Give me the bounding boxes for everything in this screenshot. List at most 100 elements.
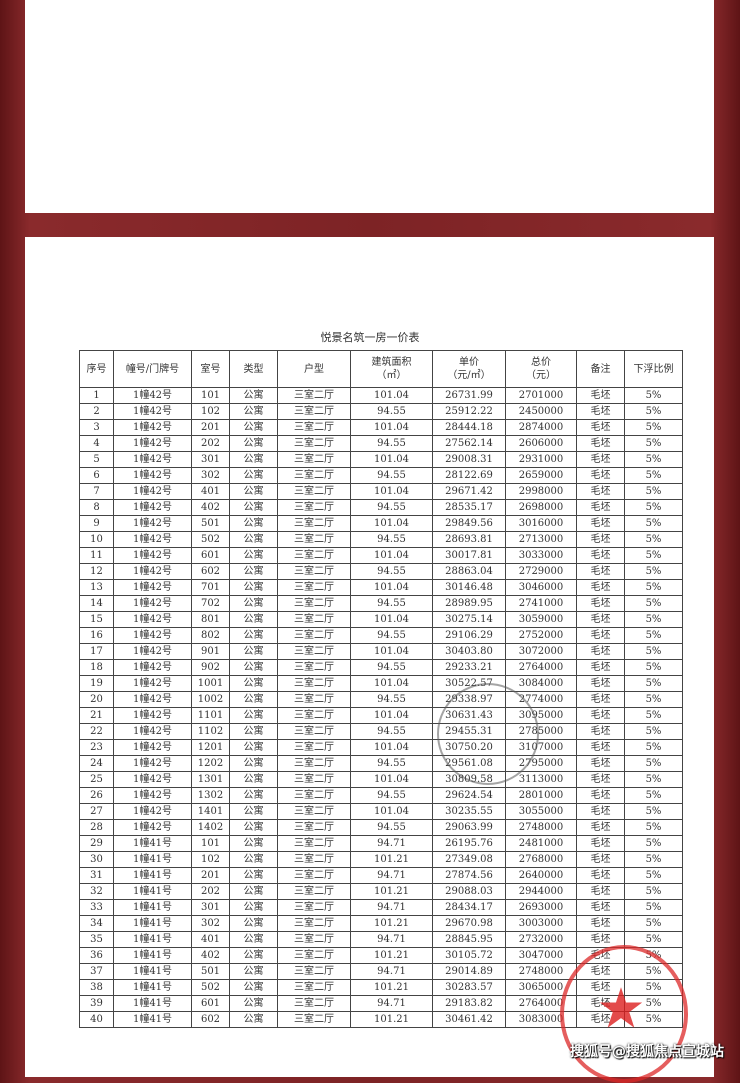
table-row: 25 1幢42号 1301 公寓 三室二厅 101.04 30809.58 3113000 毛坯…: [79, 771, 683, 788]
table-cell: 1幢42号: [113, 691, 192, 708]
table-cell: 3003000: [505, 915, 577, 932]
table-cell: 23: [79, 739, 114, 756]
table-cell: 1301: [191, 771, 230, 788]
table-cell: 毛坯: [576, 867, 625, 884]
table-cell: 35: [79, 931, 114, 948]
table-cell: 30403.80: [432, 643, 506, 660]
column-header: 幢号/门牌号: [113, 350, 192, 388]
table-cell: 30461.42: [432, 1011, 506, 1028]
table-cell: 三室二厅: [277, 627, 351, 644]
table-cell: 三室二厅: [277, 419, 351, 436]
table-cell: 30: [79, 851, 114, 868]
table-cell: 8: [79, 499, 114, 516]
table-cell: 1幢42号: [113, 483, 192, 500]
table-cell: 101.21: [350, 947, 433, 964]
table-cell: 7: [79, 483, 114, 500]
table-cell: 毛坯: [576, 883, 625, 900]
table-cell: 公寓: [229, 499, 278, 516]
table-cell: 29: [79, 835, 114, 852]
table-cell: 2944000: [505, 883, 577, 900]
table-cell: 901: [191, 643, 230, 660]
table-cell: 公寓: [229, 851, 278, 868]
table-cell: 38: [79, 979, 114, 996]
table-cell: 2785000: [505, 723, 577, 740]
table-row: 13 1幢42号 701 公寓 三室二厅 101.04 30146.48 3046000 毛坯 5…: [79, 579, 683, 596]
table-cell: 39: [79, 995, 114, 1012]
table-cell: 毛坯: [576, 643, 625, 660]
table-cell: 1幢41号: [113, 835, 192, 852]
table-cell: 1幢42号: [113, 739, 192, 756]
table-cell: 28444.18: [432, 419, 506, 436]
table-cell: 公寓: [229, 899, 278, 916]
table-cell: 1: [79, 387, 114, 404]
table-cell: 5%: [624, 707, 683, 724]
table-cell: 202: [191, 883, 230, 900]
table-cell: 5%: [624, 915, 683, 932]
table-cell: 402: [191, 499, 230, 516]
table-cell: 101.04: [350, 803, 433, 820]
table-cell: 101.04: [350, 419, 433, 436]
table-cell: 5%: [624, 691, 683, 708]
table-cell: 9: [79, 515, 114, 532]
table-cell: 94.55: [350, 467, 433, 484]
table-cell: 1幢42号: [113, 627, 192, 644]
table-cell: 5%: [624, 931, 683, 948]
table-row: 17 1幢42号 901 公寓 三室二厅 101.04 30403.80 3072000 毛坯 5…: [79, 643, 683, 660]
table-cell: 15: [79, 611, 114, 628]
table-cell: 公寓: [229, 755, 278, 772]
table-row: 19 1幢42号 1001 公寓 三室二厅 101.04 30522.57 3084000 毛坯…: [79, 675, 683, 692]
table-row: 22 1幢42号 1102 公寓 三室二厅 94.55 29455.31 2785000 毛坯 5…: [79, 723, 683, 740]
table-cell: 27874.56: [432, 867, 506, 884]
table-cell: 公寓: [229, 723, 278, 740]
table-cell: 2450000: [505, 403, 577, 420]
table-cell: 毛坯: [576, 611, 625, 628]
table-cell: 16: [79, 627, 114, 644]
price-table: 序号 幢号/门牌号 室号 类型 户型 建筑面积 （㎡） 单价 （元/㎡） 总价 （元） 备注 下浮…: [79, 350, 683, 1028]
table-cell: 2701000: [505, 387, 577, 404]
table-cell: 5%: [624, 547, 683, 564]
column-header: 类型: [229, 350, 278, 388]
table-cell: 毛坯: [576, 691, 625, 708]
table-cell: 三室二厅: [277, 387, 351, 404]
table-cell: 101.21: [350, 1011, 433, 1028]
table-cell: 公寓: [229, 563, 278, 580]
table-cell: 3072000: [505, 643, 577, 660]
table-cell: 毛坯: [576, 707, 625, 724]
table-cell: 2732000: [505, 931, 577, 948]
table-cell: 2748000: [505, 819, 577, 836]
table-cell: 501: [191, 963, 230, 980]
table-cell: 毛坯: [576, 659, 625, 676]
table-cell: 公寓: [229, 995, 278, 1012]
table-cell: 2659000: [505, 467, 577, 484]
table-cell: 101.21: [350, 915, 433, 932]
table-cell: 公寓: [229, 387, 278, 404]
table-cell: 94.55: [350, 723, 433, 740]
table-row: 27 1幢42号 1401 公寓 三室二厅 101.04 30235.55 3055000 毛坯…: [79, 803, 683, 820]
table-cell: 3084000: [505, 675, 577, 692]
table-cell: 26195.76: [432, 835, 506, 852]
table-cell: 3: [79, 419, 114, 436]
table-cell: 602: [191, 1011, 230, 1028]
table-cell: 10: [79, 531, 114, 548]
table-cell: 29183.82: [432, 995, 506, 1012]
table-cell: 101.04: [350, 451, 433, 468]
table-cell: 29008.31: [432, 451, 506, 468]
table-cell: 1101: [191, 707, 230, 724]
table-cell: 5%: [624, 403, 683, 420]
table-cell: 17: [79, 643, 114, 660]
table-cell: 公寓: [229, 659, 278, 676]
table-cell: 1302: [191, 787, 230, 804]
table-cell: 5%: [624, 819, 683, 836]
table-cell: 301: [191, 451, 230, 468]
table-cell: 三室二厅: [277, 531, 351, 548]
table-cell: 三室二厅: [277, 803, 351, 820]
table-cell: 公寓: [229, 547, 278, 564]
table-cell: 29338.97: [432, 691, 506, 708]
table-cell: 101.04: [350, 515, 433, 532]
table-cell: 18: [79, 659, 114, 676]
table-cell: 三室二厅: [277, 931, 351, 948]
table-cell: 29063.99: [432, 819, 506, 836]
table-cell: 29106.29: [432, 627, 506, 644]
table-row: 9 1幢42号 501 公寓 三室二厅 101.04 29849.56 3016000 毛坯 5%: [79, 515, 683, 532]
table-cell: 5%: [624, 803, 683, 820]
